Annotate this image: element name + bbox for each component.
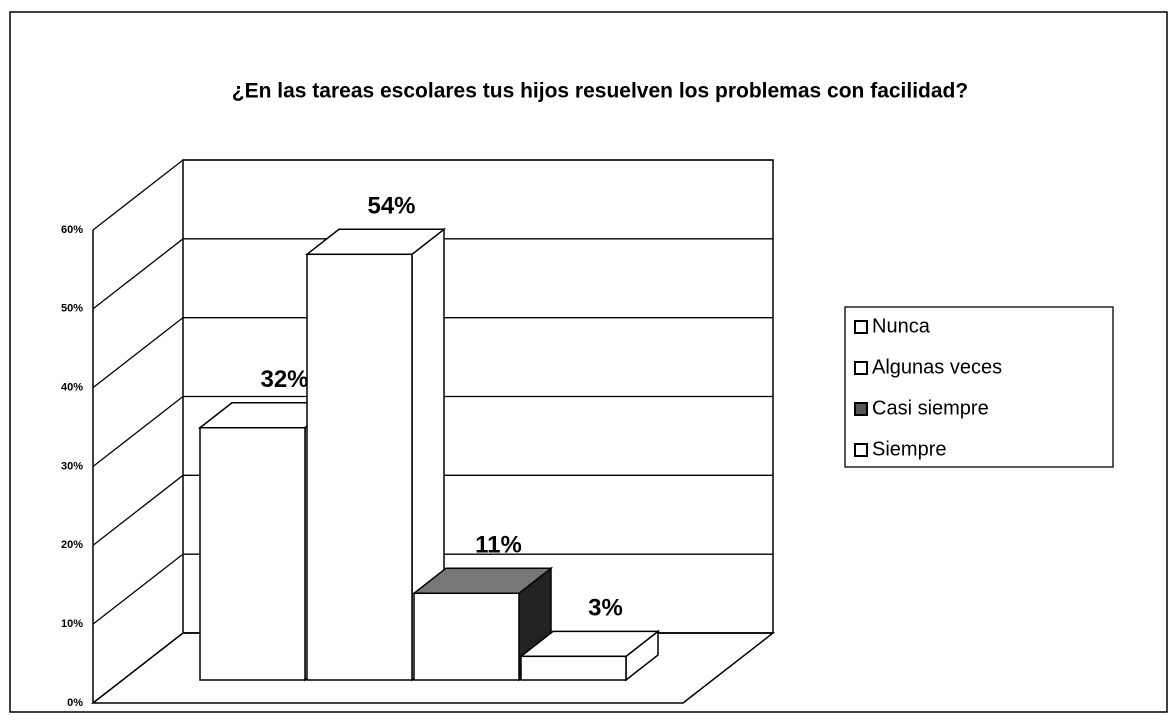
chart-title: ¿En las tareas escolares tus hijos resue… [232, 80, 968, 103]
data-label: 3% [588, 595, 623, 622]
y-tick-label: 30% [61, 460, 83, 472]
data-label: 11% [475, 532, 522, 559]
legend-swatch [854, 443, 868, 457]
legend-swatch [854, 361, 868, 375]
grid-line [92, 317, 773, 389]
y-tick-label: 0% [67, 697, 83, 709]
legend-label: Siempre [872, 438, 946, 460]
legend-swatch [854, 402, 868, 416]
data-label: 32% [260, 366, 308, 393]
bar [306, 253, 413, 681]
bar [199, 426, 306, 681]
grid-line [92, 553, 773, 625]
grid-line [92, 395, 773, 468]
data-label: 54% [367, 193, 415, 220]
legend [844, 306, 1114, 468]
legend-swatch [854, 320, 868, 334]
y-tick-label: 60% [61, 224, 83, 236]
grid-line [92, 159, 773, 231]
y-tick-label: 40% [61, 382, 83, 394]
grid-line [92, 238, 773, 310]
y-tick-label: 20% [61, 539, 83, 551]
bar [413, 592, 520, 681]
y-tick-label: 10% [61, 618, 83, 630]
legend-label: Casi siempre [872, 397, 989, 419]
grid-line [92, 474, 773, 546]
bar [520, 655, 627, 681]
y-tick-label: 50% [61, 303, 83, 315]
legend-label: Nunca [872, 315, 931, 337]
legend-label: Algunas veces [872, 356, 1002, 378]
